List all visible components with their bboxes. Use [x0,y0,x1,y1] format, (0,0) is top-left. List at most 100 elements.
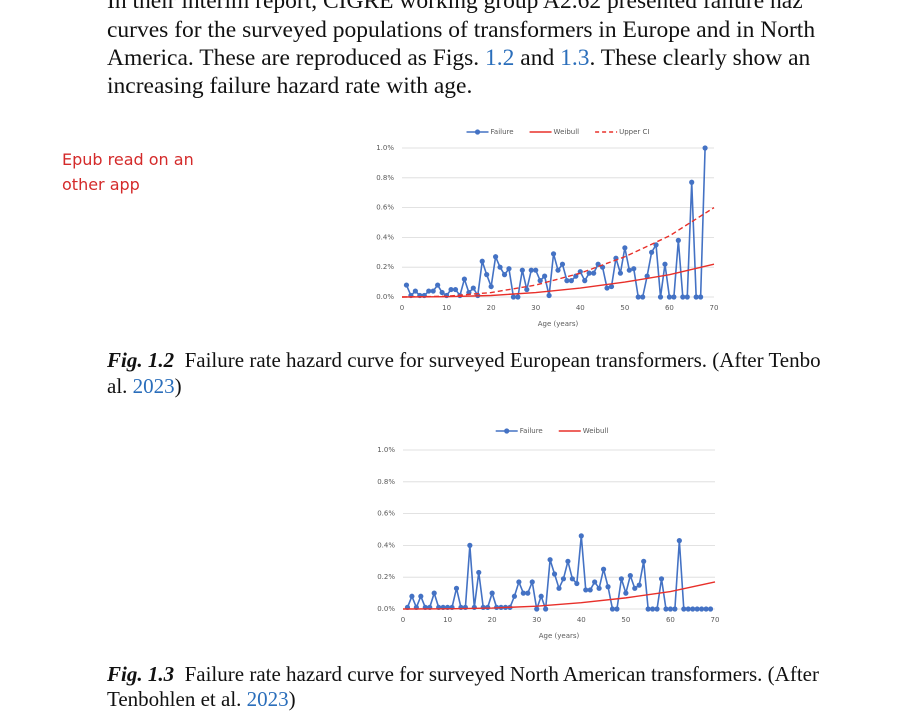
data-point [644,273,650,279]
data-point [524,286,530,293]
data-point [694,606,700,612]
data-point [635,294,641,300]
text-run: al. [107,374,133,398]
data-point [520,590,526,596]
x-tick-label: 20 [488,616,497,624]
data-point [484,272,490,278]
figure-label: Fig. 1.3 [107,662,175,686]
figure-label: Fig. 1.2 [107,348,175,372]
text-run: Failure rate hazard curve for surveyed E… [174,348,821,372]
legend-label: Upper CI [619,128,649,136]
data-point [525,590,531,596]
reference-link[interactable]: 1.3 [560,45,590,71]
data-point [560,576,567,582]
data-point [559,261,566,267]
x-tick-label: 70 [711,616,720,624]
data-point [470,285,476,291]
x-tick-label: 40 [577,616,586,624]
series-line [401,263,715,298]
data-point [418,593,424,599]
data-point [675,237,681,243]
data-point [510,294,517,300]
data-point [640,294,646,300]
data-point [662,261,668,267]
data-point [587,587,593,593]
y-tick-label: 1.0% [376,144,394,152]
data-point [476,569,482,576]
x-tick-label: 0 [401,616,405,624]
data-point [538,593,544,599]
legend: Failure Weibull Upper CI [466,128,649,136]
data-point [471,604,477,611]
data-point [574,580,580,587]
text-line: Fig. 1.2 Failure rate hazard curve for s… [107,347,901,373]
text-line: In their interim report, CIGRE working g… [107,0,901,15]
legend-label: Weibull [554,128,580,136]
y-tick-label: 0.6% [377,510,395,518]
data-point [680,294,686,300]
data-point [658,576,665,582]
data-point [409,593,415,599]
y-tick-label: 0.2% [377,573,395,581]
series-line [406,535,711,610]
data-point [609,606,616,612]
y-tick-label: 0.6% [376,204,394,212]
x-tick-label: 70 [710,304,719,312]
data-point [542,273,548,279]
data-point [448,286,454,293]
data-point [690,606,696,612]
data-point [681,606,687,612]
data-point [488,283,494,290]
data-point [657,294,664,300]
x-tick-label: 10 [443,616,452,624]
data-point [430,288,436,294]
data-point [684,294,690,300]
data-point [623,590,629,596]
data-point [645,606,651,612]
data-point [641,558,647,564]
data-point [516,579,522,585]
y-tick-label: 0.0% [376,293,394,301]
data-point [698,294,704,300]
data-point [403,282,410,288]
text-run: ) [288,687,296,711]
reference-link[interactable]: 1.2 [485,45,515,71]
data-point [569,576,575,582]
reference-link[interactable]: 2023 [132,374,175,398]
data-point [555,267,561,273]
x-tick-label: 60 [666,616,675,624]
reference-link[interactable]: 2023 [246,687,289,711]
data-point [546,292,552,299]
data-point [667,606,674,612]
data-point [608,283,615,290]
legend: Failure Weibull [495,427,608,435]
data-point [533,267,539,273]
data-point [605,584,611,590]
data-point [627,573,633,579]
data-point [426,288,432,294]
data-point [618,576,625,582]
data-point [556,585,562,591]
data-point [617,270,624,276]
data-point [543,606,549,612]
data-point [452,286,459,293]
data-point [439,289,445,296]
data-point [467,542,473,549]
y-tick-label: 0.4% [376,233,394,241]
data-point [551,571,558,577]
data-point [699,606,705,612]
x-tick-label: 0 [400,304,404,312]
data-point [529,579,535,585]
data-point [550,251,557,257]
data-point [600,566,607,572]
x-tick-label: 30 [531,304,540,312]
legend-label: Failure [520,427,543,435]
data-point [636,582,642,588]
x-tick-label: 20 [487,304,496,312]
data-point [534,606,540,612]
data-point [497,264,503,270]
data-point [631,266,637,272]
x-axis-label: Age (years) [539,632,580,640]
